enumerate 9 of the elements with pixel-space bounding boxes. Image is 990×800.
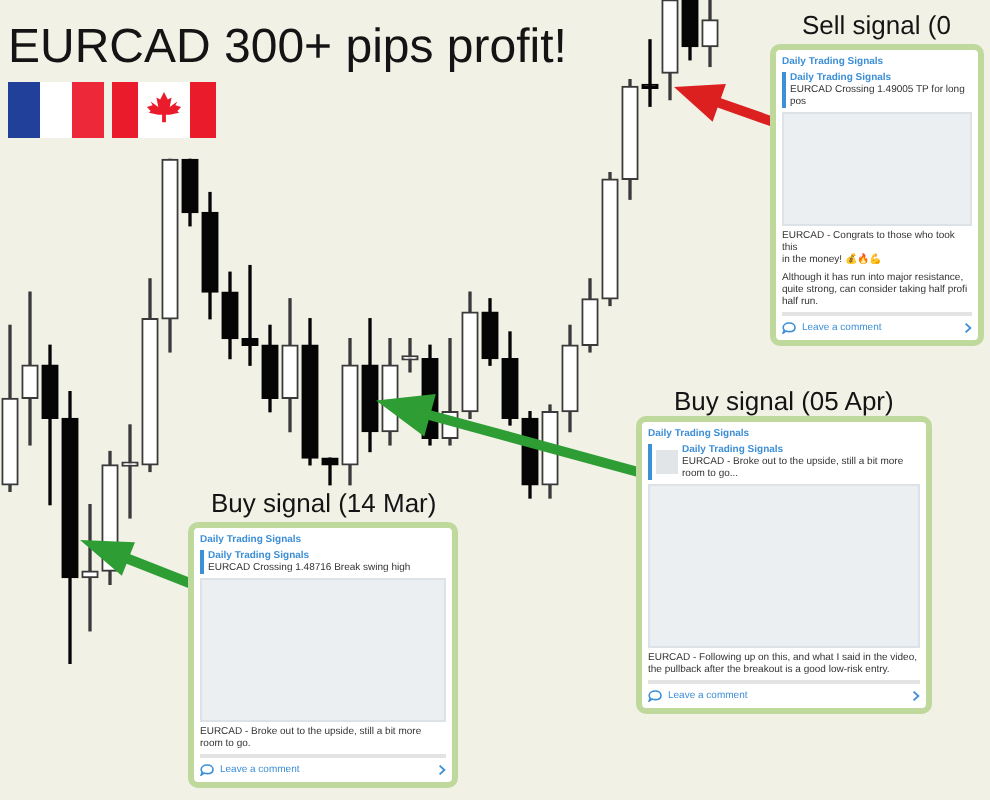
candlestick — [81, 503, 99, 632]
annotation: Buy signal (14 Mar) — [211, 488, 437, 518]
chart-title: EURCAD 300+ pips profit! — [8, 20, 567, 74]
annotation: Buy signal (05 Apr) — [674, 386, 894, 416]
candlestick — [21, 291, 39, 446]
text: Sell signal (0 — [802, 10, 951, 40]
candlestick — [121, 424, 139, 519]
candlestick — [241, 264, 259, 366]
candlestick — [401, 337, 419, 373]
